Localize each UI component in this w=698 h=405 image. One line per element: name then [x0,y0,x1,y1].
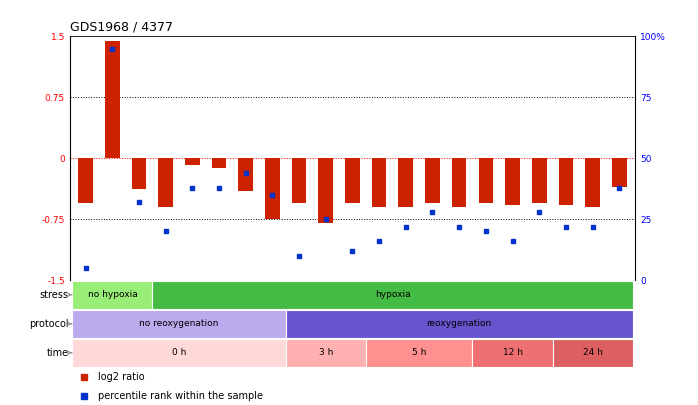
Text: no hypoxia: no hypoxia [87,290,138,299]
Bar [73,339,285,367]
Text: percentile rank within the sample: percentile rank within the sample [98,390,263,401]
Bar [452,158,466,207]
Text: stress: stress [40,290,68,300]
Bar [239,158,253,191]
Bar [585,158,600,207]
Bar [73,310,285,338]
Bar [152,281,632,309]
Bar [105,40,120,158]
Bar [372,158,387,207]
Bar [132,158,147,189]
Bar [479,158,493,203]
Text: 24 h: 24 h [583,348,602,357]
Bar [425,158,440,203]
Bar [532,158,547,203]
Bar [265,158,280,219]
Text: time: time [46,348,68,358]
Text: 5 h: 5 h [412,348,426,357]
Bar [285,339,366,367]
Bar [73,281,152,309]
Bar [285,310,632,338]
Bar [366,339,473,367]
Text: no reoxygenation: no reoxygenation [140,319,219,328]
Text: hypoxia: hypoxia [375,290,410,299]
Bar [158,158,173,207]
Bar [399,158,413,207]
Bar [612,158,627,187]
Text: 12 h: 12 h [503,348,523,357]
Text: reoxygenation: reoxygenation [426,319,492,328]
Bar [292,158,306,203]
Text: protocol: protocol [29,319,68,329]
Bar [553,339,632,367]
Bar [473,339,553,367]
Text: log2 ratio: log2 ratio [98,372,144,382]
Bar [345,158,360,203]
Bar [185,158,200,165]
Bar [78,158,93,203]
Bar [558,158,573,205]
Text: GDS1968 / 4377: GDS1968 / 4377 [70,21,173,34]
Text: 0 h: 0 h [172,348,186,357]
Bar [211,158,226,168]
Text: 3 h: 3 h [318,348,333,357]
Bar [318,158,333,223]
Bar [505,158,520,205]
